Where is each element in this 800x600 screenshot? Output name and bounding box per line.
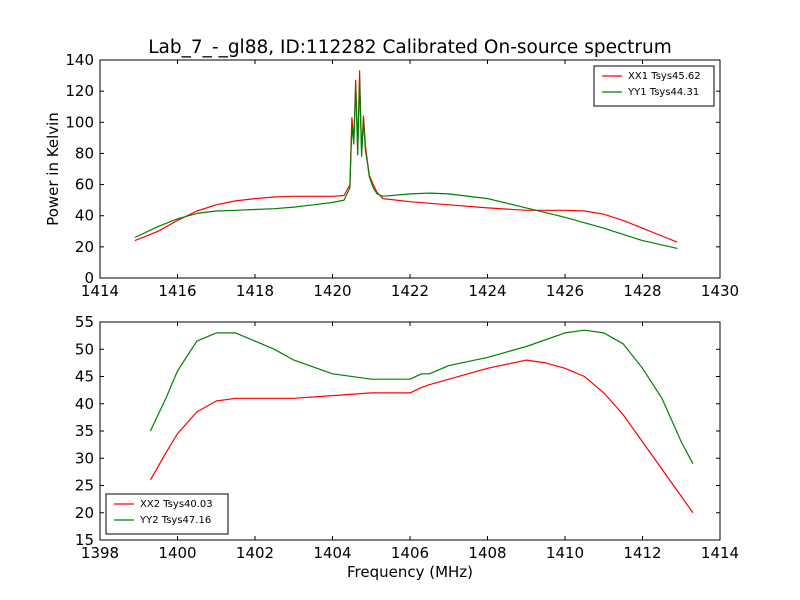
x-tick-label: 1428 <box>623 282 661 300</box>
legend-box <box>593 65 715 107</box>
y-tick-label: 35 <box>75 422 94 440</box>
series-line-1-2 <box>134 78 678 249</box>
y-tick-label: 100 <box>65 113 94 131</box>
x-tick-label: 1422 <box>391 282 429 300</box>
x-tick-label: 1430 <box>701 282 739 300</box>
legend-entry-2: YY1 Tsys44.31 <box>627 87 699 98</box>
legend-entry-2: YY2 Tsys47.16 <box>139 515 211 526</box>
y-tick-label: 40 <box>75 395 94 413</box>
subplot-1: 1414 1416 1418 1420 1422 1424 1426 1428 1430 0 20 4… <box>44 51 739 300</box>
x-tick-label: 1414 <box>701 544 739 562</box>
y-tick-label: 120 <box>65 82 94 100</box>
legend-entry-1: XX1 Tsys45.62 <box>628 71 701 82</box>
series-line-2-1 <box>149 359 694 514</box>
x-tick-label: 1400 <box>158 544 196 562</box>
plots: 1414 1416 1418 1420 1422 1424 1426 1428 1430 0 20 4… <box>44 51 739 562</box>
y-tick-label: 45 <box>75 368 94 386</box>
x-tick-label: 1420 <box>313 282 351 300</box>
x-tick-label: 1406 <box>391 544 429 562</box>
y-tick-label: 30 <box>75 449 94 467</box>
x-tick-label: 1416 <box>158 282 196 300</box>
legend: XX1 Tsys45.62 YY1 Tsys44.31 <box>593 65 715 107</box>
x-tick-label: 1402 <box>236 544 274 562</box>
y-tick-label: 25 <box>75 477 94 495</box>
y-tick-label: 20 <box>75 238 94 256</box>
x-axis-label: Frequency (MHz) <box>347 563 473 581</box>
y-tick-label: 20 <box>75 504 94 522</box>
series-line-2-2 <box>149 329 694 464</box>
y-tick-label: 50 <box>75 340 94 358</box>
x-tick-label: 1418 <box>236 282 274 300</box>
x-tick-label: 1408 <box>468 544 506 562</box>
figure-title: Lab_7_-_gl88, ID:112282 Calibrated On-so… <box>148 37 672 58</box>
x-tick-label: 1426 <box>546 282 584 300</box>
y-tick-label: 0 <box>84 269 94 287</box>
x-tick-label: 1404 <box>313 544 351 562</box>
y-tick-label: 80 <box>75 144 94 162</box>
legend-box <box>105 493 229 535</box>
legend-entry-1: XX2 Tsys40.03 <box>140 499 213 510</box>
x-tick-label: 1410 <box>546 544 584 562</box>
x-tick-label: 1412 <box>623 544 661 562</box>
x-tick-label: 1398 <box>81 544 119 562</box>
x-tick-label: 1414 <box>81 282 119 300</box>
y-tick-label: 140 <box>65 51 94 69</box>
y-tick-label: 40 <box>75 207 94 225</box>
y-tick-label: 60 <box>75 176 94 194</box>
y-axis-label: Power in Kelvin <box>44 112 62 226</box>
subplot-2: 1398 1400 1402 1404 1406 1408 1410 1412 1414 15 20… <box>75 313 739 562</box>
y-tick-label: 15 <box>75 531 94 549</box>
legend: XX2 Tsys40.03 YY2 Tsys47.16 <box>105 493 229 535</box>
x-tick-label: 1424 <box>468 282 506 300</box>
y-tick-label: 55 <box>75 313 94 331</box>
